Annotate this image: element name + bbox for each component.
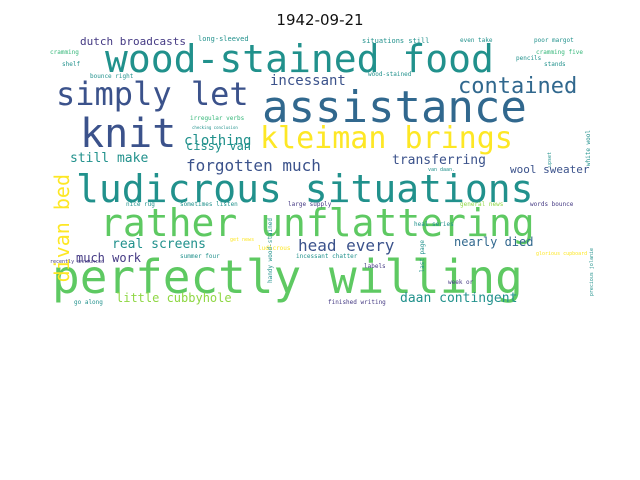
word-little-cubbyhole: little cubbyhole	[116, 291, 232, 305]
word-wood-stained-small: wood-stained	[368, 71, 412, 78]
word-checking-conclusion: checking conclusion	[192, 125, 238, 130]
word-incessant-chatter: incessant chatter	[296, 253, 358, 260]
word-heal-series: heal series	[414, 221, 454, 228]
word-labels: labels	[364, 263, 386, 270]
word-wool-sweater: wool sweater	[510, 163, 590, 176]
word-bounce-right: bounce right	[90, 73, 134, 80]
word-nearly-died: nearly died	[454, 235, 534, 249]
word-stands: stands	[544, 61, 566, 68]
word-perfectly-willing: perfectly willing	[52, 250, 523, 304]
word-sometimes-listen: sometimes listen	[180, 201, 238, 208]
word-even-take: even take	[460, 37, 493, 44]
word-words-bounce: words bounce	[530, 201, 574, 208]
word-still-make: still make	[70, 151, 149, 166]
word-divan-bed: divan bed	[50, 174, 74, 283]
word-wood-stained-food: wood-stained food	[105, 37, 494, 81]
word-head-every: head every	[298, 236, 395, 255]
word-assistance: assistance	[262, 82, 527, 133]
word-forgotten-much: forgotten much	[186, 156, 321, 175]
word-clothing: clothing	[184, 133, 252, 149]
word-cramming-five: cramming five	[536, 49, 583, 56]
word-finished-writing: finished writing	[328, 299, 386, 306]
word-get-news: get news	[230, 237, 255, 243]
word-rather-unflattering: rather unflattering	[100, 201, 535, 245]
word-kleiman-brings: kleiman brings	[260, 121, 513, 156]
word-recently-announced: recently announced	[50, 259, 105, 265]
word-upset: upset	[547, 152, 553, 168]
word-ludicrous: ludicrous	[258, 245, 291, 252]
word-transferring: transferring	[392, 153, 486, 168]
word-white-wool: white wool	[585, 130, 592, 167]
word-go-along: go along	[74, 299, 103, 306]
word-much-work: much work	[76, 251, 142, 265]
word-situations-still: situations still	[362, 37, 430, 45]
word-summer-four: summer four	[180, 253, 220, 260]
word-precious-jolanie: precious jolanie	[589, 248, 595, 297]
word-pencils: pencils	[516, 55, 542, 62]
word-real-screens: real screens	[112, 237, 206, 252]
word-cloud: wood-stained food assistance simply let …	[50, 34, 595, 312]
word-dutch-broadcasts: dutch broadcasts	[80, 35, 186, 48]
word-glorious-cupboard: glorious cupboard	[536, 251, 588, 257]
word-ludicrous-situations: ludicrous situations	[76, 167, 534, 211]
word-daan-contingent: daan contingent	[400, 291, 518, 306]
word-week-or: week or	[448, 279, 474, 286]
word-poor-margot: poor margot	[534, 37, 574, 44]
word-last-page: last page	[419, 240, 426, 273]
word-shelf: shelf	[62, 61, 81, 68]
word-cissy-van: cissy van	[186, 139, 252, 153]
word-simply-let: simply let	[56, 75, 249, 113]
word-large-supply: large supply	[288, 201, 332, 208]
word-long-sleeved: long-sleeved	[198, 35, 249, 43]
word-nice-rug: nice rug	[126, 201, 155, 208]
word-van-daan: van daan.	[428, 167, 456, 173]
word-irregular-verbs: irregular verbs	[190, 115, 245, 122]
word-cramming: cramming	[50, 49, 79, 56]
word-handy-wood-stained: handy wood-stained	[267, 218, 274, 284]
chart-title: 1942-09-21	[276, 11, 364, 29]
word-general-news: general news	[460, 201, 504, 208]
word-incessant: incessant	[270, 73, 346, 89]
word-contained: contained	[458, 74, 578, 99]
word-knit: knit	[80, 111, 177, 157]
